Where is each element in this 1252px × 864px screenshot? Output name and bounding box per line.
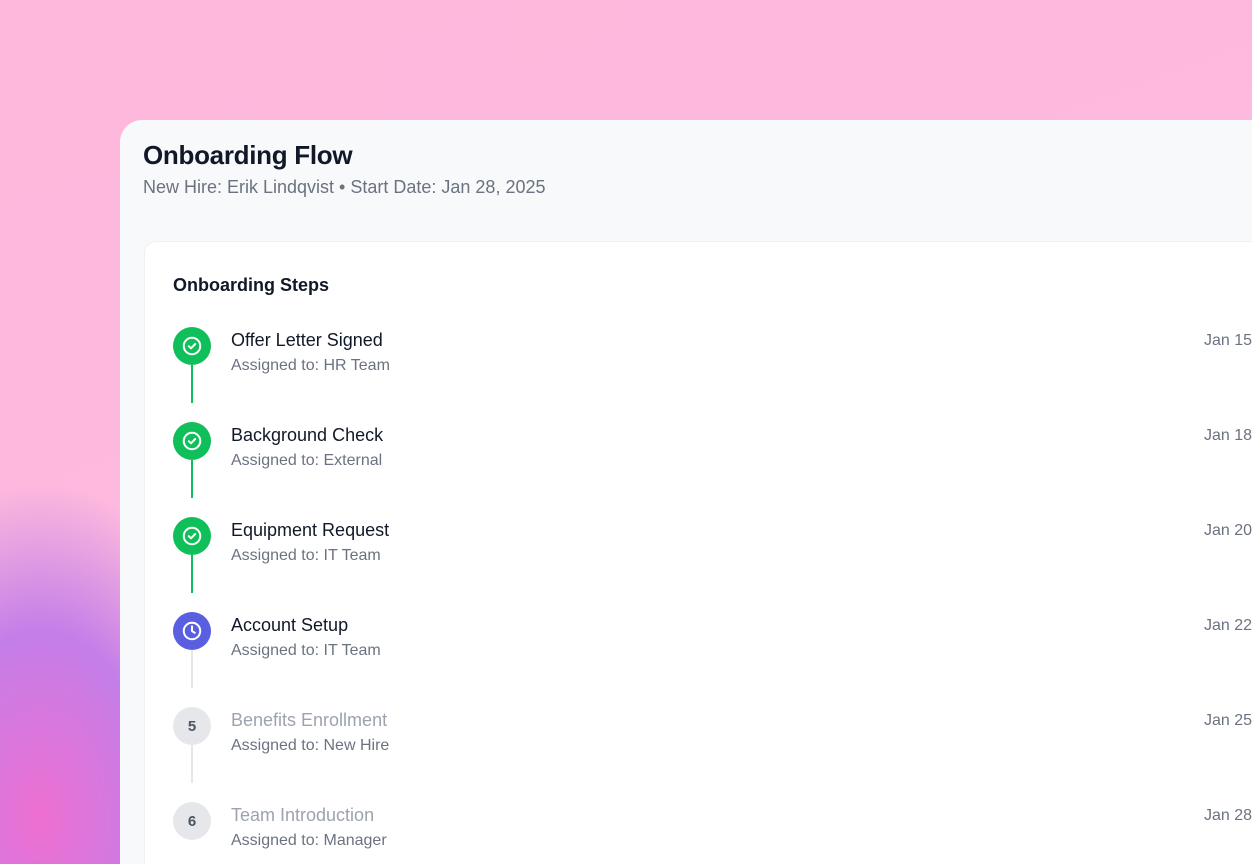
check-circle-icon bbox=[173, 327, 211, 365]
step-assignee: Assigned to: IT Team bbox=[231, 642, 381, 659]
step-item[interactable]: Account Setup Assigned to: IT Team Jan 22 bbox=[173, 612, 1252, 688]
onboarding-steps-card: Onboarding Steps Offer Letter Signed Assi… bbox=[144, 241, 1252, 864]
step-date: Jan 25 bbox=[1203, 712, 1252, 729]
step-item[interactable]: 6 Team Introduction Assigned to: Manager Ja… bbox=[173, 802, 1252, 862]
timeline-connector bbox=[191, 555, 193, 593]
clock-icon bbox=[173, 612, 211, 650]
step-title: Background Check bbox=[231, 425, 384, 445]
step-assignee: Assigned to: HR Team bbox=[231, 357, 390, 374]
step-item[interactable]: Equipment Request Assigned to: IT Team Jan… bbox=[173, 517, 1252, 593]
step-item[interactable]: Background Check Assigned to: External Jan… bbox=[173, 422, 1252, 498]
step-assignee: Assigned to: Manager bbox=[231, 832, 387, 849]
step-number-badge: 6 bbox=[173, 802, 211, 840]
page-subtitle: New Hire: Erik Lindqvist • Start Date: J… bbox=[143, 177, 546, 197]
step-number: 5 bbox=[187, 717, 197, 735]
step-item[interactable]: Offer Letter Signed Assigned to: HR Team J… bbox=[173, 327, 1252, 403]
step-title: Offer Letter Signed bbox=[231, 330, 383, 350]
step-date: Jan 18 bbox=[1203, 427, 1252, 444]
step-date: Jan 15 bbox=[1203, 332, 1252, 349]
step-date: Jan 20 bbox=[1203, 522, 1252, 539]
step-number-badge: 5 bbox=[173, 707, 211, 745]
step-title: Equipment Request bbox=[231, 520, 390, 540]
step-title: Team Introduction bbox=[231, 805, 375, 825]
timeline-connector bbox=[191, 745, 193, 783]
step-date: Jan 28 bbox=[1203, 807, 1252, 824]
timeline-connector bbox=[191, 365, 193, 403]
step-assignee: Assigned to: External bbox=[231, 452, 383, 469]
timeline-connector bbox=[191, 460, 193, 498]
step-title: Account Setup bbox=[231, 615, 349, 635]
step-item[interactable]: 5 Benefits Enrollment Assigned to: New Hir… bbox=[173, 707, 1252, 783]
card-title: Onboarding Steps bbox=[173, 275, 330, 295]
check-circle-icon bbox=[173, 517, 211, 555]
page-title: Onboarding Flow bbox=[143, 140, 353, 170]
check-circle-icon bbox=[173, 422, 211, 460]
timeline-connector bbox=[191, 650, 193, 688]
step-title: Benefits Enrollment bbox=[231, 710, 388, 730]
step-date: Jan 22 bbox=[1203, 617, 1252, 634]
step-assignee: Assigned to: New Hire bbox=[231, 737, 390, 754]
step-assignee: Assigned to: IT Team bbox=[231, 547, 381, 564]
step-number: 6 bbox=[187, 812, 197, 830]
app-window: Onboarding Flow New Hire: Erik Lindqvist… bbox=[120, 120, 1252, 864]
